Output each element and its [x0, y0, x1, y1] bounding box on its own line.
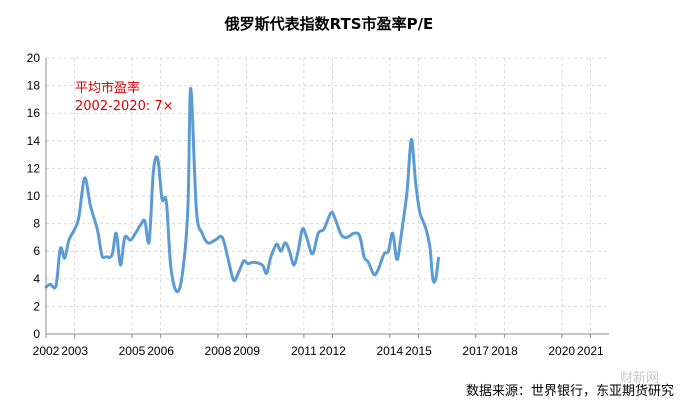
x-tick-labels: 2002 2003 2005 2006 2008 2009 2011 2012 2014 2015…	[33, 344, 604, 358]
x-tick-label: 2018	[491, 344, 518, 358]
y-tick-label: 0	[33, 327, 40, 341]
x-tick-label: 2002	[33, 344, 60, 358]
y-tick-label: 4	[33, 272, 40, 286]
y-tick-labels: 0 2 4 6 8 10 12 14 16 18 20	[27, 51, 41, 341]
annotation-line-2: 2002-2020: 7×	[75, 99, 174, 114]
x-tick-label: 2020	[548, 344, 575, 358]
x-tick-label: 2015	[405, 344, 432, 358]
y-tick-label: 2	[33, 299, 40, 313]
y-tick-label: 20	[27, 51, 41, 65]
y-tick-label: 10	[27, 189, 41, 203]
y-tick-label: 12	[27, 161, 41, 175]
x-tick-label: 2005	[119, 344, 146, 358]
y-tick-label: 6	[33, 244, 40, 258]
grid	[46, 57, 609, 334]
y-tick-label: 16	[27, 106, 41, 120]
watermark: 财新网	[620, 370, 659, 386]
x-tick-label: 2009	[233, 344, 260, 358]
x-tick-label: 2003	[61, 344, 88, 358]
x-tick-label: 2021	[577, 344, 604, 358]
x-tick-label: 2017	[462, 344, 489, 358]
x-tick-label: 2006	[147, 344, 174, 358]
pe-series-line	[44, 86, 440, 294]
y-tick-label: 8	[33, 217, 40, 231]
source-note: 数据来源：世界银行，东亚期货研究	[466, 383, 674, 399]
x-tick-label: 2012	[319, 344, 346, 358]
x-tick-label: 2008	[205, 344, 232, 358]
y-tick-label: 18	[27, 79, 41, 93]
annotation-line-1: 平均市盈率	[75, 80, 140, 96]
x-tick-label: 2014	[376, 344, 403, 358]
chart-title: 俄罗斯代表指数RTS市盈率P/E	[224, 15, 434, 33]
x-tick-label: 2011	[291, 344, 317, 358]
y-tick-label: 14	[27, 134, 41, 148]
